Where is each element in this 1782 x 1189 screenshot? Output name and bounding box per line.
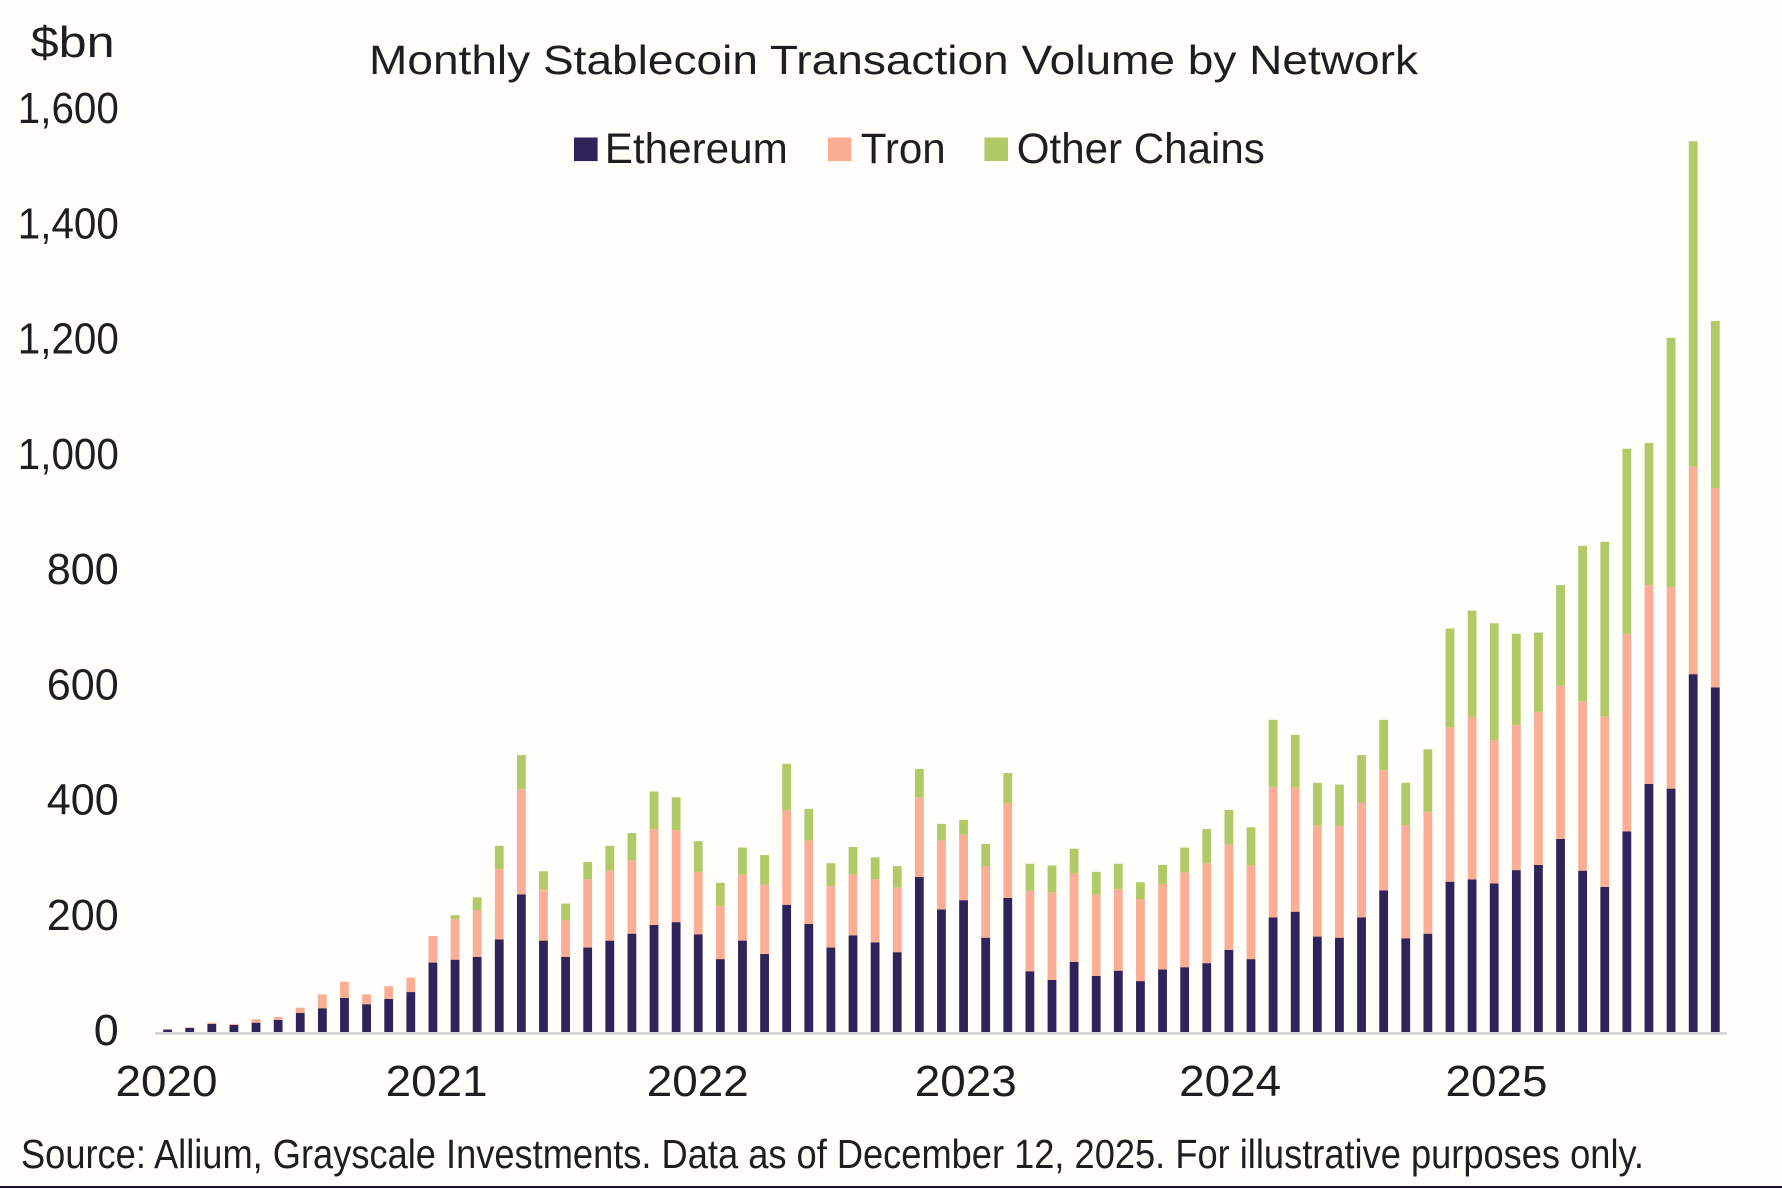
svg-text:$bn: $bn [31,18,115,67]
svg-text:Ethereum: Ethereum [605,125,788,173]
svg-text:800: 800 [47,545,119,594]
svg-text:2023: 2023 [915,1057,1017,1106]
svg-text:2021: 2021 [386,1057,488,1106]
svg-text:2022: 2022 [647,1057,749,1106]
svg-text:Other Chains: Other Chains [1017,125,1265,173]
svg-text:Monthly Stablecoin Transaction: Monthly Stablecoin Transaction Volume by… [369,37,1419,83]
svg-text:2020: 2020 [116,1057,218,1106]
svg-text:1,400: 1,400 [18,200,119,249]
svg-text:2024: 2024 [1179,1057,1281,1106]
svg-text:Source: Allium, Grayscale Inve: Source: Allium, Grayscale Investments. D… [21,1131,1644,1177]
svg-text:200: 200 [47,891,119,940]
svg-text:1,000: 1,000 [18,430,119,479]
svg-text:600: 600 [47,660,119,709]
svg-text:0: 0 [94,1006,119,1055]
svg-text:400: 400 [47,776,119,825]
svg-text:2025: 2025 [1446,1057,1548,1106]
svg-text:Tron: Tron [861,125,946,173]
svg-text:1,200: 1,200 [18,315,119,364]
svg-text:1,600: 1,600 [18,84,119,133]
